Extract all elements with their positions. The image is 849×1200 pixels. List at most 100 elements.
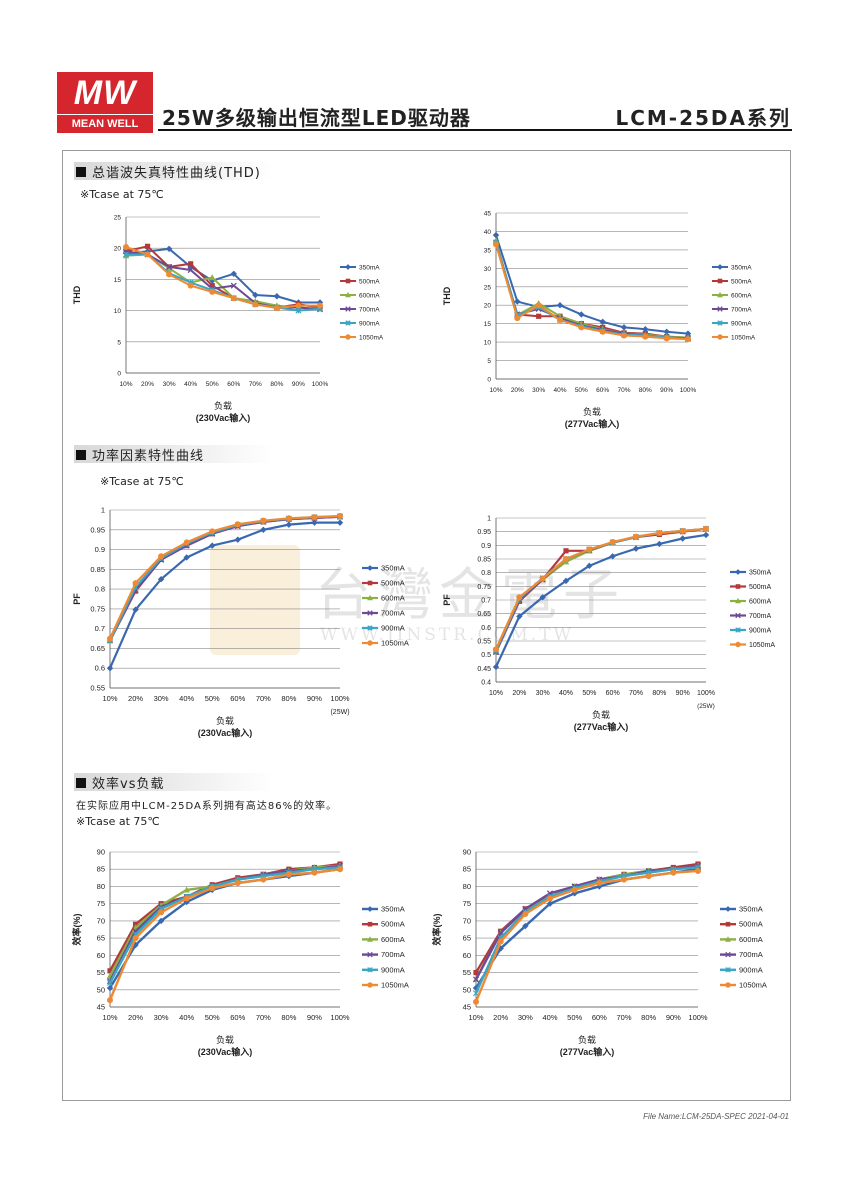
x-tick-label: 20% [512,690,526,697]
circle-marker [230,295,237,302]
y-tick-label: 0.95 [477,529,491,536]
x-tick-label: 100% [688,1013,708,1022]
x-tick-label: 10% [102,694,117,703]
circle-marker [621,332,627,339]
circle-marker [252,301,259,308]
triangle-marker [209,274,216,281]
y-tick-label: 70 [463,916,471,925]
y-tick-label: 0 [487,377,491,384]
x-tick-label: 30% [154,1013,169,1022]
circle-marker [166,271,173,278]
section-header-bg [74,773,274,791]
star-marker [345,320,351,326]
x-tick-label: 30% [154,694,169,703]
legend-label: 350mA [749,570,772,577]
x-tick-label: 40% [179,694,194,703]
diamond-marker [522,922,529,930]
diamond-marker [183,554,190,561]
series-line [125,246,320,310]
series-line [495,240,689,339]
x-marker [735,612,741,619]
circle-marker [571,886,578,893]
legend-label: 1050mA [749,642,775,649]
circle-marker [685,336,691,343]
y-tick-label: 0.55 [477,639,491,646]
diamond-marker [546,900,554,907]
efficiency-description: 在实际应用中LCM-25DA系列拥有高达86%的效率。 [76,801,338,812]
x-tick-label: 90% [666,1013,681,1022]
circle-marker [735,641,741,648]
legend-label: 900mA [381,624,405,633]
star-marker [725,967,731,973]
legend-label: 600mA [359,293,380,300]
triangle-marker [367,594,373,601]
x-tick-label: 100% [330,694,350,703]
logo-red-block [57,72,153,114]
x-marker [230,282,237,289]
legend-label: 600mA [381,935,405,944]
x-axis-label: 负载 [578,1034,596,1045]
triangle-marker [183,886,190,893]
circle-marker [497,938,504,945]
circle-marker [563,556,569,562]
page-title: 25W多级输出恒流型LED驱动器 [162,106,471,130]
thd-230vac-chart: 0 5 10 15 20 25 10% 20% 30% 40% 50% 60% 70% 80% 90% 100… [72,215,384,424]
circle-marker [663,335,670,342]
circle-marker [158,553,165,560]
legend-label: 350mA [739,905,763,914]
watermark: 台灣金電子 WWW.JINSTR.COM.TW [210,545,630,655]
y-tick-label: 0.95 [90,525,105,534]
triangle-marker [367,936,373,942]
circle-marker [609,539,616,546]
diamond-marker [609,553,616,560]
y-tick-label: 10 [484,340,492,347]
section-pf-title: 功率因素特性曲线 [76,445,204,464]
square-marker [107,968,113,974]
x-marker [367,610,373,616]
x-tick-label: 20% [128,1013,143,1022]
circle-marker [123,243,129,250]
x-tick-label: 10% [489,690,503,697]
circle-marker [717,334,723,340]
x-tick-label: 90% [292,381,305,388]
thd-277vac-chart: 0 5 10 15 20 25 30 35 40 45 10% 20% 30% 40% 50% 60% 70% 8… [442,211,756,430]
square-marker [209,283,215,289]
section-header-bg [74,162,274,180]
watermark-cn-text: 台灣金電子 [315,563,625,628]
series-line [494,527,707,650]
legend-label: 600mA [381,594,405,603]
y-tick-label: 0.7 [95,624,105,633]
x-tick-label: 60% [606,690,620,697]
square-marker [536,313,542,319]
legend-label: 700mA [749,613,772,620]
y-tick-label: 55 [463,968,471,977]
circle-marker [260,876,267,883]
circle-marker [642,333,649,340]
diamond-marker [725,906,731,912]
series-line [108,521,340,669]
y-tick-label: 85 [463,865,471,874]
legend-label: 600mA [739,935,763,944]
y-tick-label: 0.75 [477,584,491,591]
circle-marker [679,527,686,534]
header-divider [158,129,792,131]
y-tick-label: 45 [463,1003,471,1012]
diamond-marker [562,577,570,585]
x-tick-label: 50% [206,381,219,388]
pf-tcase-note: ※Tcase at 75℃ [100,475,184,488]
x-axis-sublabel: (277Vac输入) [565,418,620,429]
legend-label: 900mA [381,965,405,974]
eff-277vac-chart: 45 50 55 60 65 70 75 80 85 90 10% 20% 30% 40% 50% 60% 70… [431,848,767,1058]
diamond-marker [735,569,741,575]
circle-marker [473,998,479,1005]
y-tick-label: 0.9 [95,545,105,554]
x-marker [345,306,351,312]
y-tick-label: 0.8 [481,570,491,577]
diamond-marker [230,270,237,277]
x-tick-label: 70% [256,1013,271,1022]
series-line [109,514,341,640]
x-tick-label: 90% [676,690,690,697]
logo-brand-text: MEAN WELL [57,115,153,133]
square-marker [132,921,139,927]
y-tick-label: 80 [463,882,471,891]
